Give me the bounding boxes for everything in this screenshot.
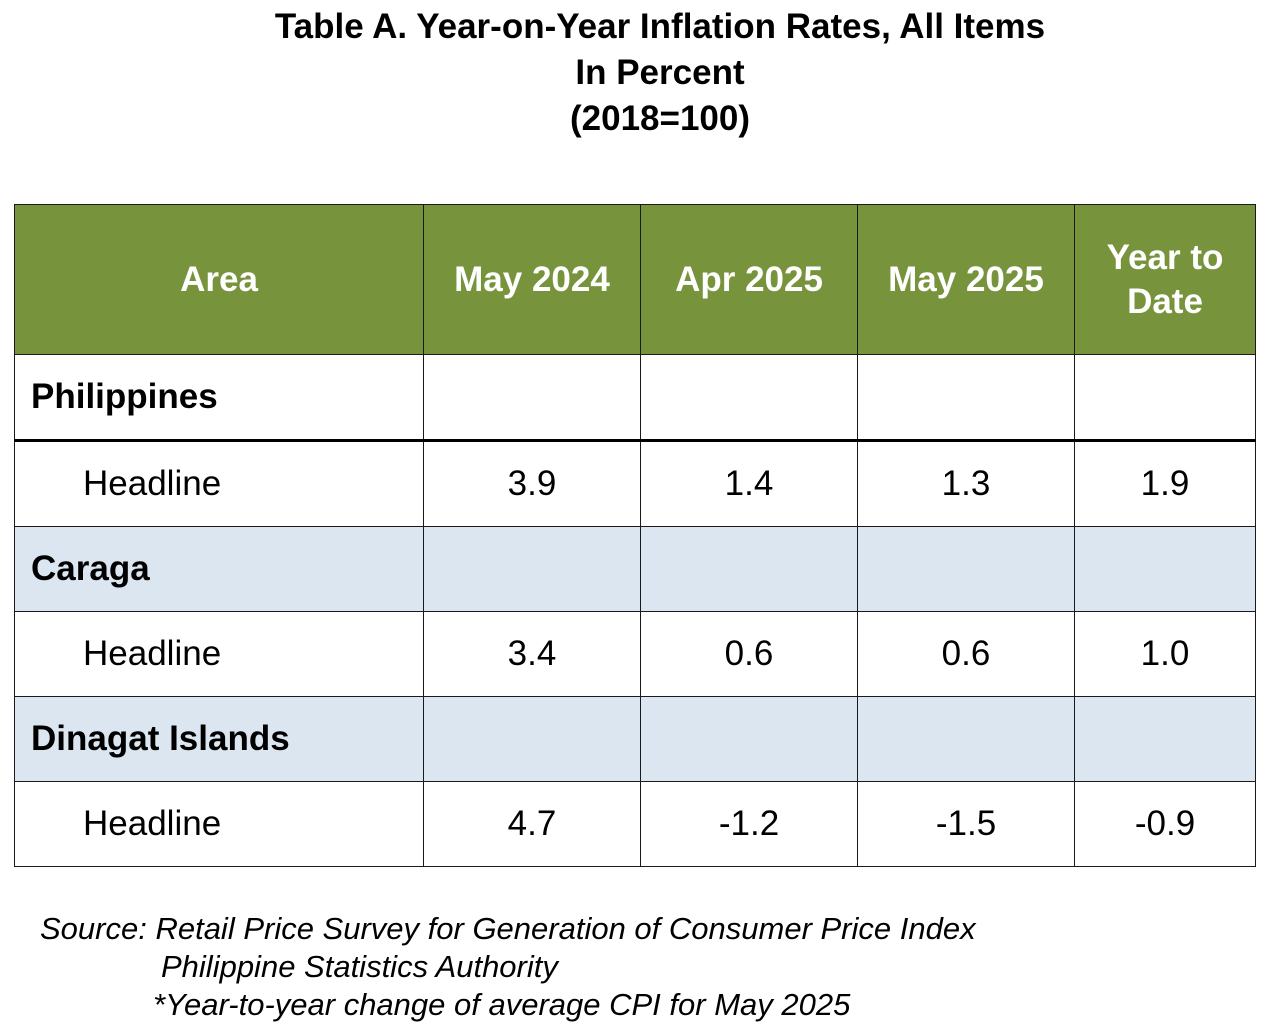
table-cell: 0.6: [640, 611, 858, 697]
title-line-1: Table A. Year-on-Year Inflation Rates, A…: [274, 7, 1046, 46]
table-row: Caraga: [14, 526, 1256, 612]
area-label: Dinagat Islands: [14, 696, 424, 782]
headline-label: Headline: [14, 611, 424, 697]
header-row: Area May 2024 Apr 2025 May 2025 Year to …: [14, 204, 1256, 355]
area-label: Caraga: [14, 526, 424, 612]
ytd-note: *Year-to-year change of average CPI for …: [153, 987, 851, 1022]
table-cell: -0.9: [1074, 781, 1256, 867]
table-cell: [423, 696, 641, 782]
table-cell: [423, 526, 641, 612]
table-cell: [857, 696, 1075, 782]
table-cell: -1.5: [857, 781, 1075, 867]
table-row: Philippines: [14, 354, 1256, 442]
table-cell: 0.6: [857, 611, 1075, 697]
table-cell: 4.7: [423, 781, 641, 867]
table-row: Headline 3.9 1.4 1.3 1.9: [14, 440, 1256, 527]
source-line: Source: Retail Price Survey for Generati…: [40, 911, 976, 946]
table-row: Headline 4.7 -1.2 -1.5 -0.9: [14, 781, 1256, 867]
title-line-3: (2018=100): [569, 99, 750, 138]
headline-label: Headline: [14, 781, 424, 867]
header-year-to-date: Year to Date: [1074, 204, 1256, 355]
table-title: Table A. Year-on-Year Inflation Rates, A…: [0, 4, 1270, 142]
table-cell: 1.9: [1074, 440, 1256, 527]
header-may-2025: May 2025: [857, 204, 1075, 355]
table-cell: 1.4: [640, 440, 858, 527]
table-cell: [1074, 354, 1256, 442]
title-line-2: In Percent: [575, 53, 745, 92]
table-cell: [640, 354, 858, 442]
table-cell: [1074, 526, 1256, 612]
area-label: Philippines: [14, 354, 424, 442]
table-row: Dinagat Islands: [14, 696, 1256, 782]
header-area: Area: [14, 204, 424, 355]
table-cell: [1074, 696, 1256, 782]
source-agency: Philippine Statistics Authority: [161, 949, 558, 984]
table-cell: 3.4: [423, 611, 641, 697]
table-cell: [423, 354, 641, 442]
table-cell: [857, 354, 1075, 442]
source-footnote: Source: Retail Price Survey for Generati…: [40, 910, 976, 1024]
table-cell: [857, 526, 1075, 612]
table-row: Headline 3.4 0.6 0.6 1.0: [14, 611, 1256, 697]
table-cell: -1.2: [640, 781, 858, 867]
headline-label: Headline: [14, 440, 424, 527]
table-cell: [640, 696, 858, 782]
inflation-table: Area May 2024 Apr 2025 May 2025 Year to …: [14, 204, 1256, 867]
header-apr-2025: Apr 2025: [640, 204, 858, 355]
table-cell: [640, 526, 858, 612]
table-cell: 1.3: [857, 440, 1075, 527]
table-cell: 3.9: [423, 440, 641, 527]
table-cell: 1.0: [1074, 611, 1256, 697]
header-may-2024: May 2024: [423, 204, 641, 355]
